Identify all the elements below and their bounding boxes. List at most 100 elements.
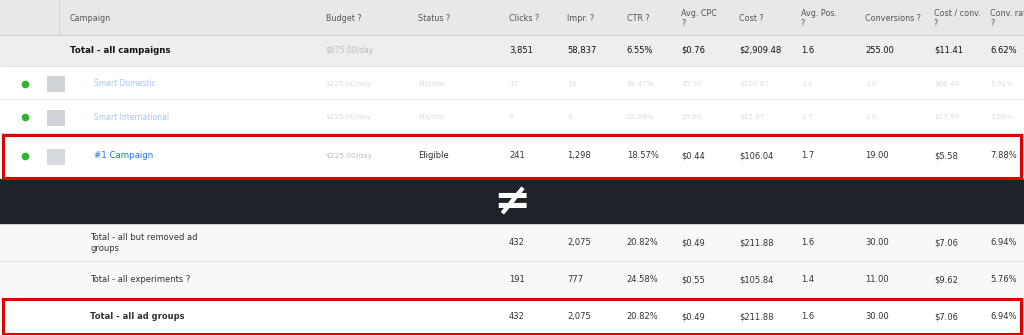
Text: Total - all ad groups: Total - all ad groups — [90, 312, 184, 321]
Text: #1 Campaign: #1 Campaign — [94, 151, 154, 160]
Text: $225.00/day: $225.00/day — [326, 153, 373, 159]
Text: Cost ?: Cost ? — [739, 14, 764, 23]
Text: Eligible: Eligible — [418, 81, 444, 87]
Bar — [0, 224, 1024, 261]
Text: Campaign: Campaign — [70, 14, 111, 23]
Text: 8: 8 — [567, 114, 572, 120]
Bar — [0, 261, 1024, 298]
Text: Eligible: Eligible — [418, 151, 449, 160]
Text: $17.97: $17.97 — [739, 114, 765, 120]
Text: 255.00: 255.00 — [865, 46, 894, 55]
Text: 5.91%: 5.91% — [990, 81, 1013, 87]
Text: 2,075: 2,075 — [567, 312, 591, 321]
Text: 17: 17 — [509, 81, 518, 87]
Text: 1.6: 1.6 — [801, 312, 814, 321]
Bar — [0, 99, 1024, 133]
Bar — [0, 179, 1024, 224]
Text: $0.76: $0.76 — [681, 46, 705, 55]
Text: Total - all experiments ?: Total - all experiments ? — [90, 275, 190, 284]
Bar — [0, 35, 1024, 66]
Bar — [47, 110, 65, 126]
Text: Smart Domestic: Smart Domestic — [94, 79, 156, 88]
Text: 1.0: 1.0 — [865, 114, 877, 120]
Text: $66.40: $66.40 — [934, 81, 959, 87]
Text: Cost / conv.
?: Cost / conv. ? — [934, 9, 981, 28]
Text: $5.60: $5.60 — [681, 114, 701, 120]
Text: 30.00: 30.00 — [865, 239, 889, 247]
Text: Avg. CPC
?: Avg. CPC ? — [681, 9, 717, 28]
Text: 1.7: 1.7 — [801, 151, 814, 160]
Text: 7.88%: 7.88% — [990, 151, 1017, 160]
Text: 1.6: 1.6 — [801, 239, 814, 247]
Text: 22.98%: 22.98% — [627, 114, 654, 120]
Text: 20.82%: 20.82% — [627, 239, 658, 247]
Text: 2,075: 2,075 — [567, 239, 591, 247]
FancyBboxPatch shape — [3, 299, 1021, 334]
Text: $225.00/day: $225.00/day — [326, 81, 372, 87]
Text: ≠: ≠ — [494, 180, 530, 223]
Text: 11.00: 11.00 — [865, 275, 889, 284]
Text: 19.00: 19.00 — [865, 151, 889, 160]
Text: 1.6: 1.6 — [801, 81, 812, 87]
Text: $100.82: $100.82 — [739, 81, 769, 87]
Text: $5.58: $5.58 — [934, 151, 957, 160]
Text: 6.94%: 6.94% — [990, 239, 1017, 247]
Text: 5.76%: 5.76% — [990, 275, 1017, 284]
Text: 30.00: 30.00 — [865, 312, 889, 321]
Text: 241: 241 — [509, 151, 524, 160]
Text: 9: 9 — [509, 114, 514, 120]
Text: CTR ?: CTR ? — [627, 14, 649, 23]
Text: 6.62%: 6.62% — [990, 46, 1017, 55]
Text: 6.55%: 6.55% — [627, 46, 653, 55]
Text: Total - all but removed ad
groups: Total - all but removed ad groups — [90, 233, 198, 253]
Text: 1.7: 1.7 — [801, 114, 812, 120]
Text: $9.62: $9.62 — [934, 275, 957, 284]
Text: $0.49: $0.49 — [681, 239, 705, 247]
Text: Impr. ?: Impr. ? — [567, 14, 595, 23]
Text: 24.58%: 24.58% — [627, 275, 658, 284]
Text: $225.00/day: $225.00/day — [326, 114, 372, 120]
Bar — [47, 149, 65, 165]
Text: $0.44: $0.44 — [681, 151, 705, 160]
Text: 1.0: 1.0 — [865, 81, 877, 87]
Text: 89.47%: 89.47% — [627, 81, 654, 87]
Text: Status ?: Status ? — [418, 14, 450, 23]
Text: 18.57%: 18.57% — [627, 151, 658, 160]
Text: Eligible: Eligible — [418, 114, 444, 120]
Text: 432: 432 — [509, 312, 525, 321]
Text: $106.04: $106.04 — [739, 151, 774, 160]
Text: $7.06: $7.06 — [934, 239, 957, 247]
Text: 1.4: 1.4 — [801, 275, 814, 284]
Text: 3,851: 3,851 — [509, 46, 532, 55]
Text: 191: 191 — [509, 275, 524, 284]
Text: $105.84: $105.84 — [739, 275, 774, 284]
Text: $211.88: $211.88 — [739, 312, 774, 321]
Text: 1.6: 1.6 — [801, 46, 814, 55]
Text: $675.00/day: $675.00/day — [326, 46, 374, 55]
Text: 58,837: 58,837 — [567, 46, 597, 55]
FancyBboxPatch shape — [3, 135, 1021, 178]
Text: Clicks ?: Clicks ? — [509, 14, 540, 23]
Text: $11.41: $11.41 — [934, 46, 963, 55]
Text: $211.88: $211.88 — [739, 239, 774, 247]
Bar — [0, 133, 1024, 179]
Text: 20.82%: 20.82% — [627, 312, 658, 321]
Text: 432: 432 — [509, 239, 525, 247]
Text: $0.55: $0.55 — [681, 275, 705, 284]
Bar — [47, 76, 65, 92]
Text: $17.97: $17.97 — [934, 114, 959, 120]
Bar — [0, 224, 1024, 335]
Bar — [0, 66, 1024, 99]
Text: 19: 19 — [567, 81, 577, 87]
Text: Conv. rate
?: Conv. rate ? — [990, 9, 1024, 28]
Bar — [0, 0, 1024, 179]
Text: $2,909.48: $2,909.48 — [739, 46, 781, 55]
Text: $0.49: $0.49 — [681, 312, 705, 321]
Text: Total - all campaigns: Total - all campaigns — [70, 46, 170, 55]
Text: $7.06: $7.06 — [934, 312, 957, 321]
Text: 6.94%: 6.94% — [990, 312, 1017, 321]
Text: Conversions ?: Conversions ? — [865, 14, 922, 23]
Text: Budget ?: Budget ? — [326, 14, 361, 23]
Text: 1.08%: 1.08% — [990, 114, 1013, 120]
Bar — [0, 0, 1024, 35]
